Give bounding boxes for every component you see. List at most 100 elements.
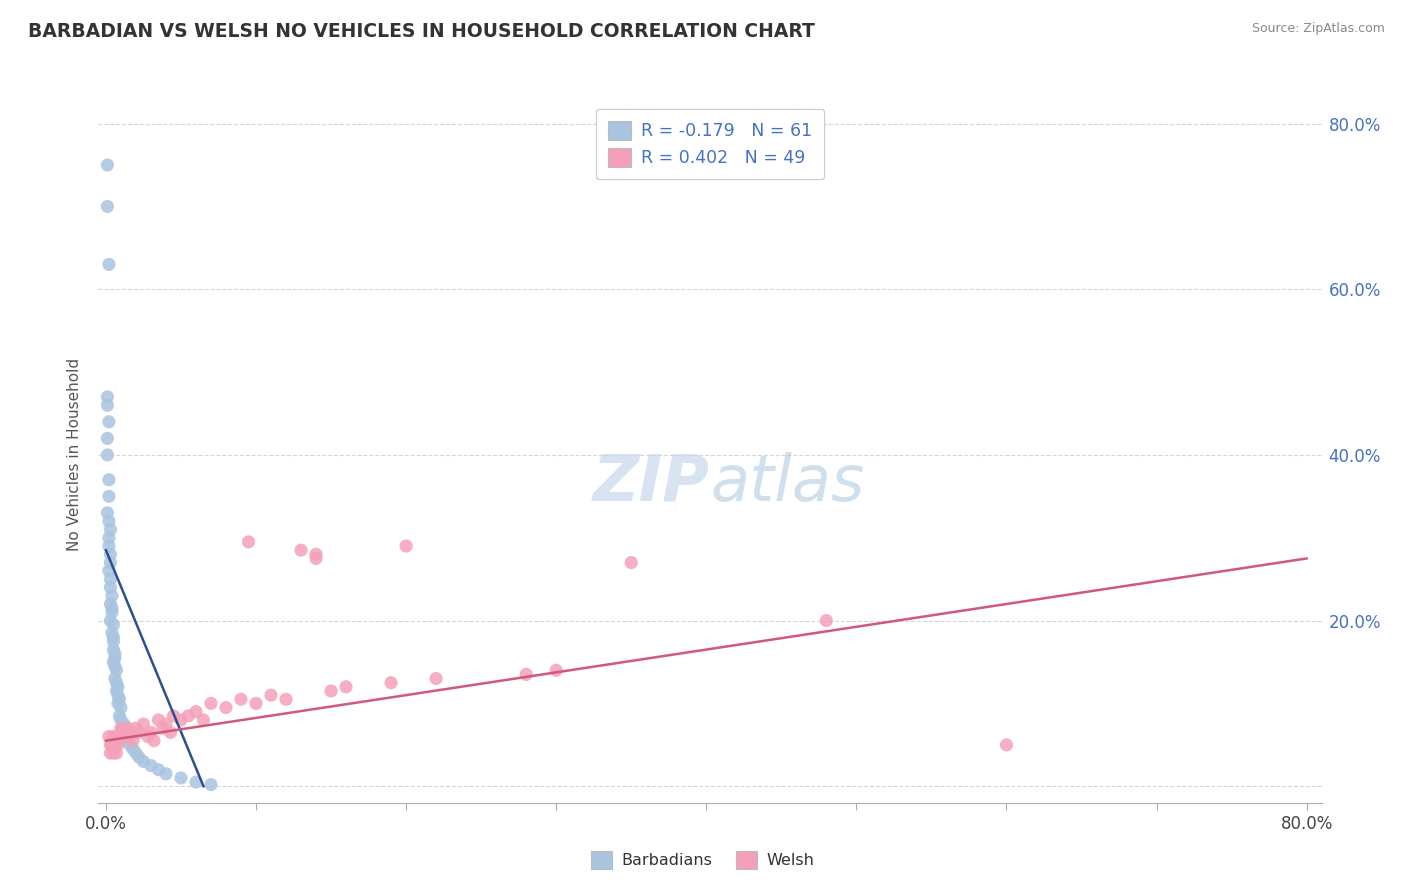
Point: [380, 675, 402, 690]
Legend: Barbadians, Welsh: Barbadians, Welsh: [585, 845, 821, 875]
Point: [107, 730, 129, 744]
Point: [200, 697, 222, 711]
Point: [184, 705, 207, 719]
Point: [96, 158, 118, 172]
Point: [103, 655, 125, 669]
Point: [112, 717, 135, 731]
Point: [238, 534, 260, 549]
Point: [100, 746, 122, 760]
Point: [104, 738, 127, 752]
Point: [128, 725, 150, 739]
Point: [96, 431, 118, 445]
Point: [103, 642, 125, 657]
Point: [114, 725, 136, 739]
Point: [215, 700, 238, 714]
Point: [97, 539, 120, 553]
Point: [110, 700, 132, 714]
Point: [128, 750, 150, 764]
Point: [103, 634, 125, 648]
Point: [425, 672, 447, 686]
Point: [139, 758, 162, 772]
Point: [107, 697, 129, 711]
Legend: R = -0.179   N = 61, R = 0.402   N = 49: R = -0.179 N = 61, R = 0.402 N = 49: [596, 109, 824, 179]
Point: [110, 725, 132, 739]
Text: BARBADIAN VS WELSH NO VEHICLES IN HOUSEHOLD CORRELATION CHART: BARBADIAN VS WELSH NO VEHICLES IN HOUSEH…: [28, 22, 815, 41]
Point: [100, 572, 122, 586]
Point: [110, 721, 132, 735]
Text: Source: ZipAtlas.com: Source: ZipAtlas.com: [1251, 22, 1385, 36]
Point: [132, 755, 155, 769]
Point: [104, 659, 127, 673]
Point: [395, 539, 418, 553]
Point: [546, 663, 568, 677]
Point: [101, 601, 124, 615]
Point: [97, 473, 120, 487]
Point: [96, 506, 118, 520]
Point: [335, 680, 357, 694]
Point: [305, 551, 328, 566]
Point: [305, 547, 328, 561]
Point: [177, 708, 200, 723]
Point: [100, 547, 122, 561]
Point: [193, 713, 215, 727]
Point: [104, 672, 127, 686]
Point: [97, 514, 120, 528]
Point: [97, 730, 120, 744]
Point: [136, 730, 159, 744]
Point: [229, 692, 252, 706]
Point: [159, 725, 181, 739]
Point: [100, 738, 122, 752]
Point: [108, 692, 131, 706]
Point: [105, 684, 128, 698]
Point: [97, 531, 120, 545]
Point: [142, 733, 165, 747]
Point: [107, 688, 129, 702]
Point: [105, 746, 128, 760]
Point: [117, 730, 139, 744]
Point: [162, 708, 184, 723]
Point: [97, 564, 120, 578]
Point: [100, 597, 122, 611]
Point: [103, 730, 125, 744]
Point: [274, 692, 297, 706]
Point: [319, 684, 342, 698]
Point: [101, 605, 124, 619]
Point: [184, 775, 207, 789]
Point: [170, 713, 193, 727]
Point: [995, 738, 1018, 752]
Point: [101, 589, 124, 603]
Point: [290, 543, 312, 558]
Point: [97, 415, 120, 429]
Point: [100, 581, 122, 595]
Point: [100, 556, 122, 570]
Point: [515, 667, 537, 681]
Point: [118, 725, 141, 739]
Point: [118, 738, 141, 752]
Point: [122, 742, 145, 756]
Point: [115, 733, 138, 747]
Point: [620, 556, 643, 570]
Point: [105, 675, 128, 690]
Point: [110, 713, 132, 727]
Point: [148, 763, 170, 777]
Point: [100, 614, 122, 628]
Point: [96, 398, 118, 412]
Point: [105, 663, 128, 677]
Point: [148, 713, 170, 727]
Point: [122, 733, 145, 747]
Point: [200, 778, 222, 792]
Point: [155, 717, 177, 731]
Point: [111, 721, 134, 735]
Point: [103, 746, 125, 760]
Text: ZIP: ZIP: [593, 451, 710, 514]
Point: [125, 721, 148, 735]
Point: [170, 771, 193, 785]
Y-axis label: No Vehicles in Household: No Vehicles in Household: [67, 359, 83, 551]
Point: [103, 617, 125, 632]
Point: [97, 257, 120, 271]
Point: [101, 626, 124, 640]
Point: [107, 680, 129, 694]
Point: [103, 630, 125, 644]
Point: [108, 708, 131, 723]
Point: [97, 489, 120, 503]
